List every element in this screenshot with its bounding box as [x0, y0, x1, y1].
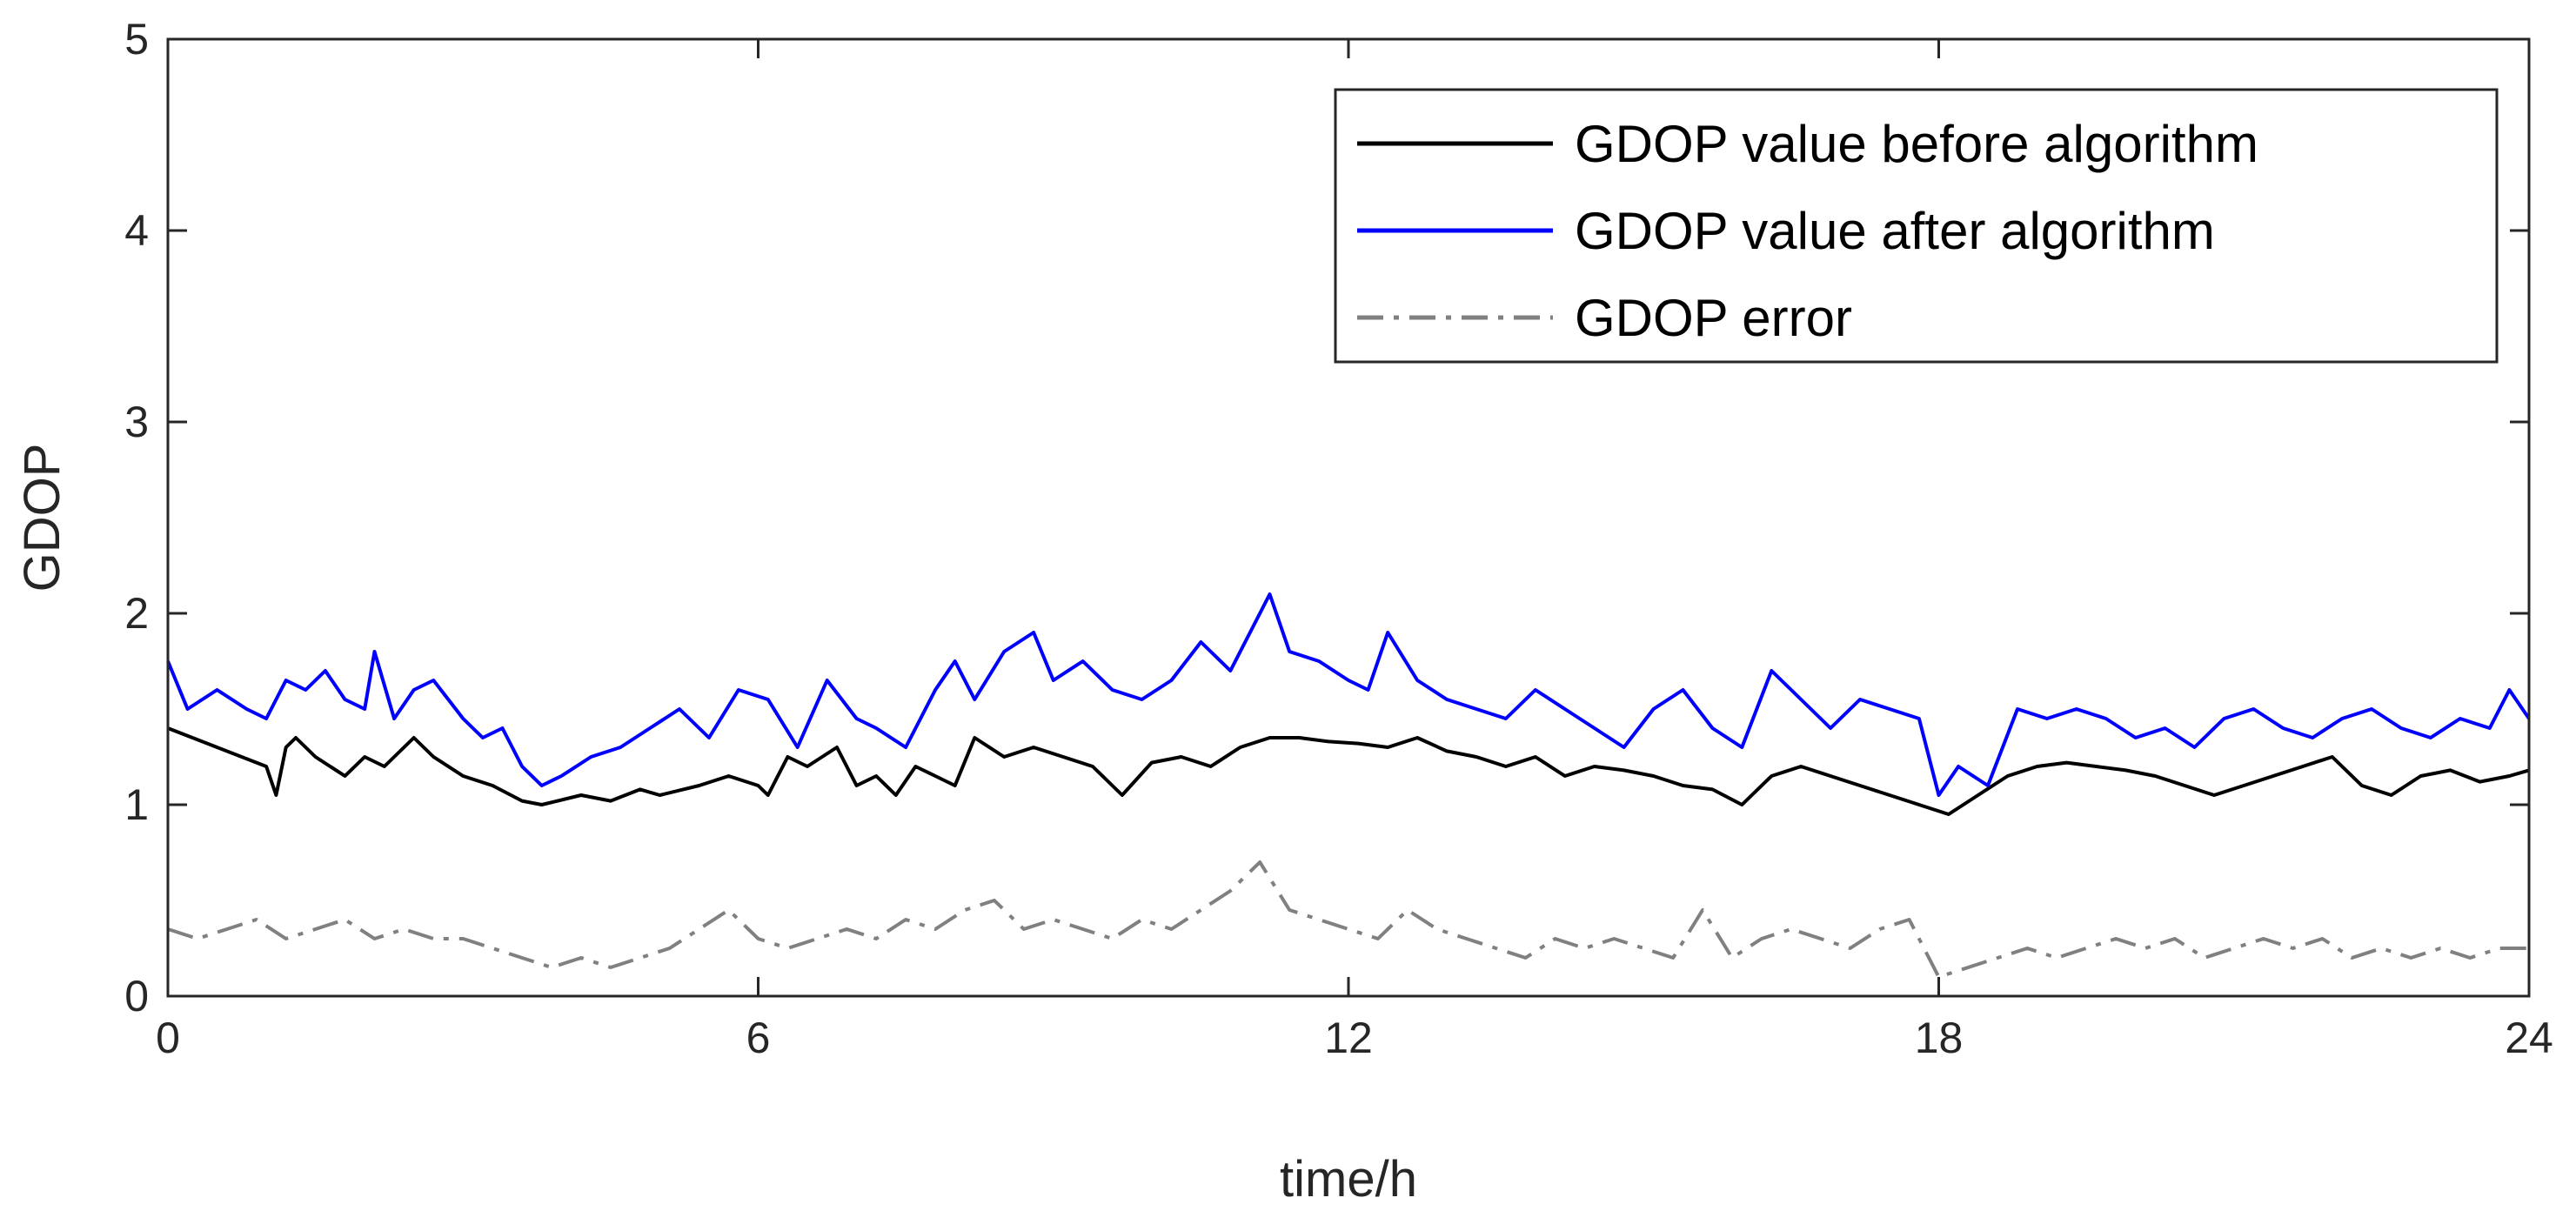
x-tick-label: 24: [2505, 1014, 2553, 1062]
series-line-2: [166, 592, 2531, 797]
legend: GDOP value before algorithm GDOP value af…: [1334, 88, 2499, 364]
y-tick-label: 5: [124, 15, 149, 64]
series-line-3: [167, 860, 2529, 979]
x-tick-label: 0: [156, 1014, 180, 1062]
series-line-1: [167, 726, 2530, 816]
y-tick-label: 2: [124, 589, 149, 638]
legend-label-3: GDOP error: [1575, 289, 1852, 347]
y-tick-label: 3: [124, 398, 149, 446]
series-layer: [166, 592, 2531, 979]
x-tick-label: 6: [746, 1014, 771, 1062]
x-axis-title: time/h: [1280, 1151, 1417, 1208]
legend-label-2: GDOP value after algorithm: [1575, 202, 2215, 260]
y-axis-title: GDOP: [14, 444, 70, 592]
y-tick-label: 1: [124, 780, 149, 829]
x-tick-label: 18: [1915, 1014, 1964, 1062]
y-tick-label: 0: [124, 972, 149, 1020]
y-tick-label: 4: [124, 206, 149, 255]
x-tick-label: 12: [1324, 1014, 1373, 1062]
legend-label-1: GDOP value before algorithm: [1575, 115, 2258, 173]
